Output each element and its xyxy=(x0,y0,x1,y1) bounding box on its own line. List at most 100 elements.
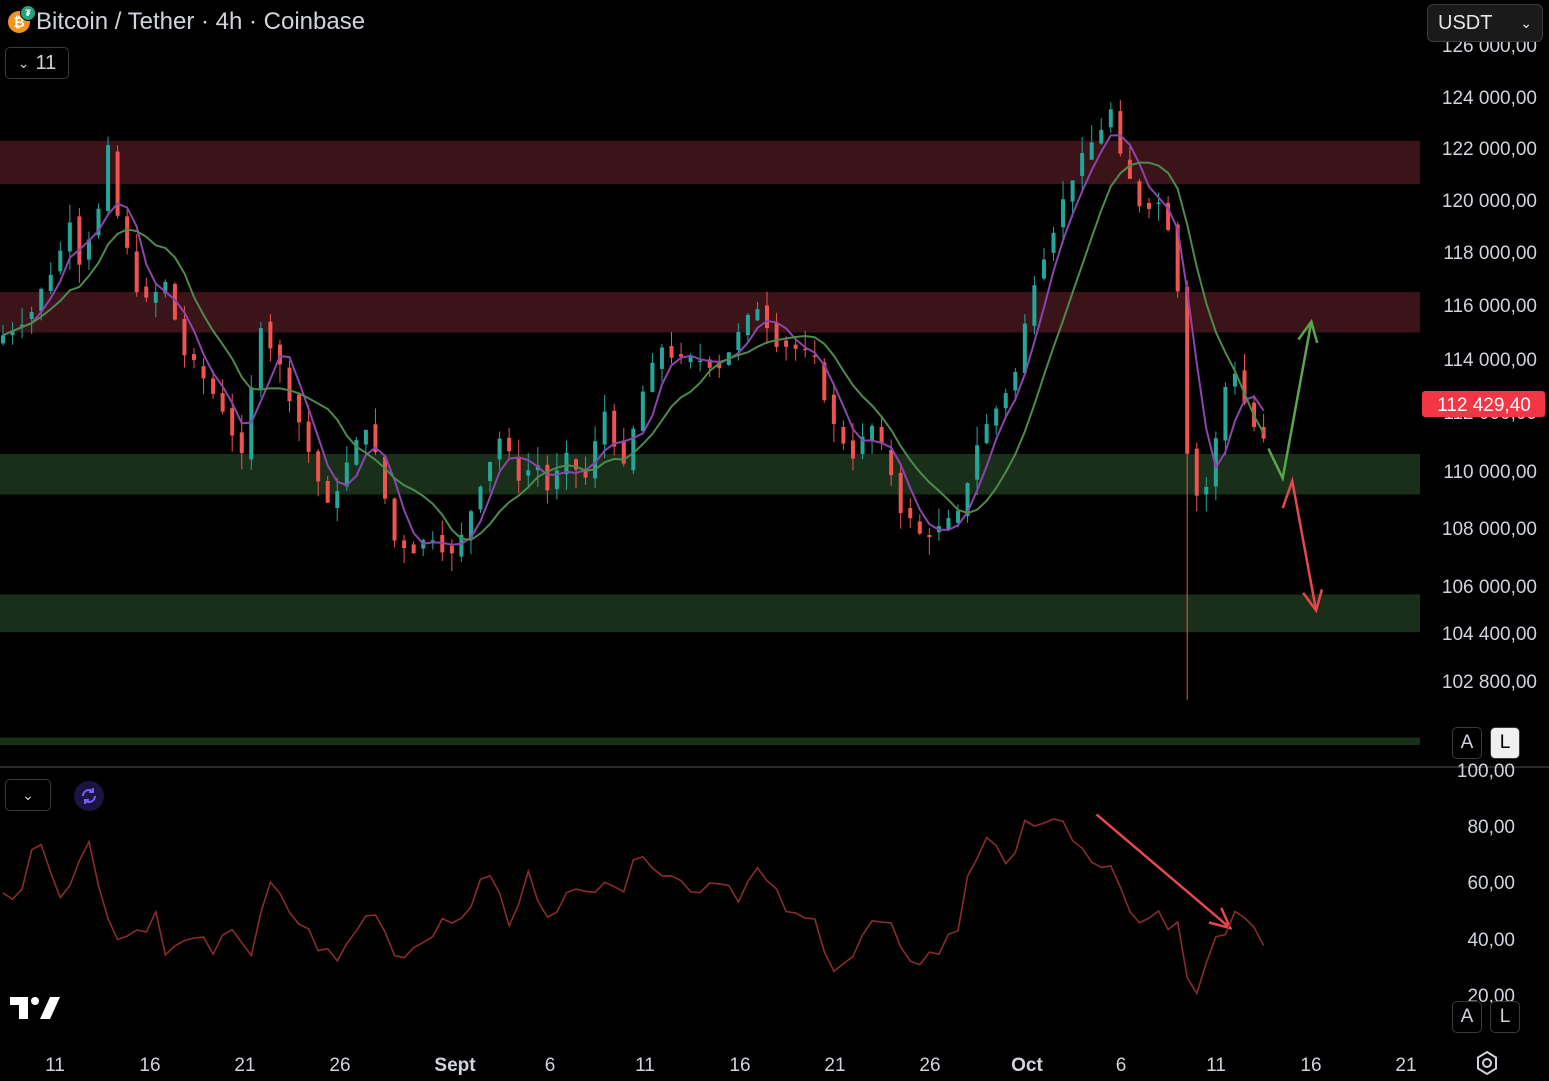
candle-body xyxy=(1175,224,1180,292)
candle-body xyxy=(1185,286,1190,454)
candle-body xyxy=(1003,393,1008,409)
price-axis-label: 124 000,00 xyxy=(1442,88,1537,109)
rsi-axis-label: 40,00 xyxy=(1467,930,1515,951)
price-badge-bg xyxy=(1422,391,1545,417)
current-price-badge: 112 429,40 xyxy=(1422,391,1545,417)
candle-body xyxy=(115,151,120,216)
gear-icon[interactable] xyxy=(1474,1050,1500,1081)
price-axis-label: 114 000,00 xyxy=(1443,350,1537,371)
candle-body xyxy=(965,483,970,517)
candle-body xyxy=(39,288,44,311)
time-axis-label: 26 xyxy=(919,1055,940,1076)
candle-body xyxy=(784,340,789,347)
price-axis-label: 118 000,00 xyxy=(1443,243,1537,264)
chevron-down-icon: ⌄ xyxy=(22,786,34,803)
price-axis-label: 102 800,00 xyxy=(1442,672,1537,693)
time-axis-label: 11 xyxy=(635,1055,655,1076)
candle-body xyxy=(688,356,693,363)
candle-body xyxy=(77,216,82,265)
auto-scale-button[interactable]: A xyxy=(1452,727,1482,759)
support-zone-3 xyxy=(0,594,1420,633)
currency-value: USDT xyxy=(1438,11,1493,34)
refresh-icon[interactable] xyxy=(74,781,104,811)
symbol-title[interactable]: Bitcoin / Tether · 4h · Coinbase xyxy=(36,8,366,35)
candle-body xyxy=(488,462,493,481)
bitcoin-tether-icon: ₿ ₮ xyxy=(8,5,36,33)
rsi-axis-label: 80,00 xyxy=(1467,817,1515,838)
chevron-down-icon: ⌄ xyxy=(1520,14,1532,31)
candle-body xyxy=(956,510,960,523)
time-axis-label: Oct xyxy=(1011,1055,1043,1076)
candle-body xyxy=(1194,448,1199,496)
time-axis-label: 21 xyxy=(234,1055,255,1076)
rsi-axis-label: 60,00 xyxy=(1467,873,1515,894)
candle-body xyxy=(1232,373,1237,387)
rsi-log-scale-button[interactable]: L xyxy=(1490,1001,1520,1033)
candle-body xyxy=(898,472,903,514)
candle-body xyxy=(583,468,588,478)
tradingview-logo[interactable] xyxy=(10,994,60,1025)
candle-body xyxy=(363,429,368,445)
candle-body xyxy=(1013,372,1018,391)
candle-body xyxy=(182,319,187,356)
candle-body xyxy=(10,330,15,336)
current-price-label: 112 429,40 xyxy=(1437,395,1531,416)
candle-body xyxy=(211,378,216,394)
candle-body xyxy=(516,456,521,481)
indicator-count: 11 xyxy=(35,51,57,74)
time-axis[interactable]: 11 16 21 26 Sept 6 11 16 21 26 Oct 6 11 16 21 xyxy=(45,1055,1416,1076)
candle-body xyxy=(125,216,130,248)
candle-body xyxy=(554,470,559,490)
time-axis-label: 6 xyxy=(1116,1055,1127,1076)
candle-body xyxy=(1156,202,1161,204)
candle-body xyxy=(468,511,473,538)
time-axis-label: 26 xyxy=(329,1055,350,1076)
rsi-collapse-button[interactable]: ⌄ xyxy=(5,779,51,811)
rsi-divergence-arrow xyxy=(1095,813,1231,929)
arrow-down xyxy=(1281,476,1318,611)
candle-body xyxy=(1108,109,1113,128)
candle-body xyxy=(1041,259,1046,279)
rsi-axis-label: 100,00 xyxy=(1457,761,1515,782)
candle-body xyxy=(335,491,340,508)
candle-body xyxy=(1166,202,1171,231)
candle-body xyxy=(659,347,664,369)
candle-body xyxy=(144,286,149,298)
candle-body xyxy=(459,534,464,557)
candle-body xyxy=(297,394,302,423)
candle-body xyxy=(258,328,263,391)
time-axis-label: Sept xyxy=(434,1055,476,1076)
candle-body xyxy=(631,428,636,471)
candle-body xyxy=(172,283,177,320)
candle-body xyxy=(58,250,63,272)
chevron-down-icon: ⌄ xyxy=(17,54,30,71)
chart-title-bar: ₿ ₮ Bitcoin / Tether · 4h · Coinbase xyxy=(8,5,366,36)
resistance-zone-0 xyxy=(0,140,1420,184)
time-axis-label: 16 xyxy=(139,1055,160,1076)
indicators-collapse-button[interactable]: ⌄ 11 xyxy=(5,47,69,79)
currency-select[interactable]: USDT ⌄ xyxy=(1427,4,1543,42)
candle-body xyxy=(602,411,607,445)
candle-body xyxy=(841,427,846,444)
candle-body xyxy=(1089,142,1094,160)
candle-body xyxy=(306,421,311,452)
log-scale-button[interactable]: L xyxy=(1490,727,1520,759)
price-axis-label: 104 400,00 xyxy=(1442,624,1537,645)
rsi-pane xyxy=(2,818,1265,996)
support-zone-4 xyxy=(0,737,1420,745)
candle-body xyxy=(29,312,34,319)
candle-body xyxy=(354,440,359,465)
price-zones xyxy=(0,140,1420,745)
candle-body xyxy=(1061,199,1066,228)
candle-body xyxy=(593,441,598,479)
rsi-divergence-arrow-head xyxy=(1208,907,1233,930)
candle-body xyxy=(1051,232,1056,253)
rsi-auto-scale-button[interactable]: A xyxy=(1452,1001,1482,1033)
time-axis-label: 11 xyxy=(45,1055,65,1076)
candle-body xyxy=(20,324,25,328)
candle-body xyxy=(736,331,741,351)
candle-body xyxy=(192,354,196,361)
